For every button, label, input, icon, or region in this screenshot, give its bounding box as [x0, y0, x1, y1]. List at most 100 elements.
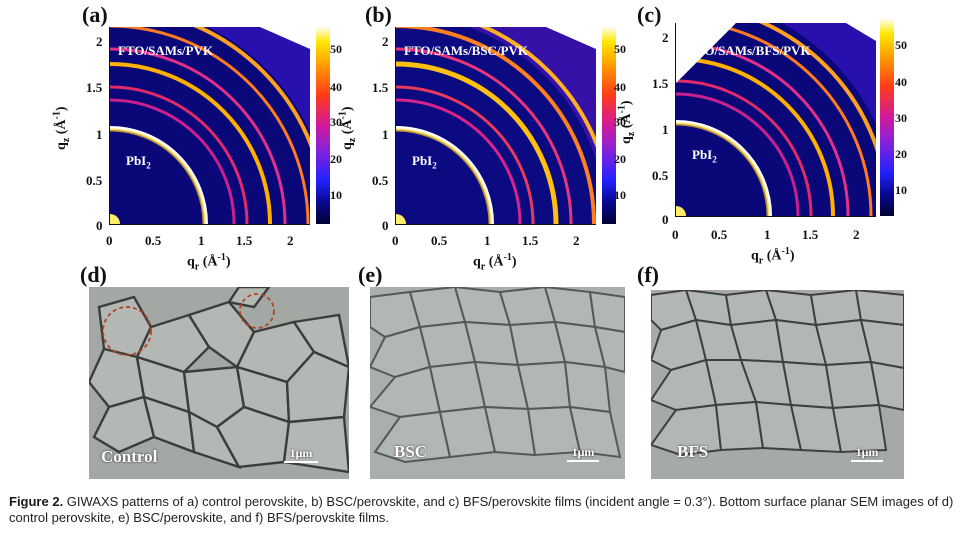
- sem-image-f: BFS 1μm: [651, 290, 904, 479]
- y-title-q-a: q: [54, 142, 70, 150]
- figure-caption: Figure 2. GIWAXS patterns of a) control …: [9, 494, 959, 526]
- y-axis-title-b: qz (Å-1): [338, 106, 358, 150]
- x-title-sub-a: r: [194, 261, 200, 273]
- giwaxs-rings-a: [110, 27, 310, 224]
- caption-figure-number: Figure 2.: [9, 494, 64, 509]
- cbtick-a-1: 40: [330, 80, 342, 94]
- y-unit-c: (Å: [619, 113, 635, 129]
- ytick-b-1: 1.5: [372, 80, 389, 95]
- x-unit-close-a: ): [225, 254, 231, 270]
- cbtick-b-1: 40: [614, 80, 626, 94]
- xtick-b-2: 1: [484, 233, 491, 248]
- y-axis-title-c: qz (Å-1): [617, 100, 637, 144]
- cbtick-b-2: 30: [614, 115, 626, 129]
- giwaxs-heatmap-b: FTO/SAMs/BSC/PVK PbI2: [396, 27, 596, 224]
- peak-sub-c: 2: [712, 154, 717, 165]
- y-unit-sup-c: -1: [616, 105, 628, 114]
- x-axis-c: [675, 216, 876, 217]
- x-title-q-a: q: [187, 254, 195, 270]
- peak-sub-b: 2: [432, 160, 437, 171]
- scale-text-d: 1μm: [289, 446, 313, 460]
- xtick-a-3: 1.5: [236, 233, 253, 248]
- peak-sub-a: 2: [146, 160, 151, 171]
- y-unit-a: (Å: [54, 119, 70, 135]
- x-unit-sup-c: -1: [781, 246, 790, 257]
- scale-bar-e: [567, 460, 599, 462]
- sem-grains-f: [651, 290, 904, 479]
- sem-grains-e: [370, 287, 625, 479]
- ytick-c-3: 0.5: [652, 168, 669, 183]
- colorbar-b: [602, 26, 616, 224]
- ytick-a-2: 1: [96, 127, 103, 142]
- xtick-c-1: 0.5: [711, 227, 728, 242]
- xtick-c-2: 1: [764, 227, 771, 242]
- sample-label-b: FTO/SAMs/BSC/PVK: [404, 43, 529, 58]
- sample-label-c: FTO/SAMs/BFS/PVK: [688, 43, 811, 58]
- sem-grains-d: [89, 287, 349, 479]
- colorbar-a: [316, 26, 330, 224]
- colorbar-c: [880, 18, 894, 216]
- x-unit-close-b: ): [511, 254, 517, 270]
- sem-image-e: BSC 1μm: [370, 287, 625, 479]
- caption-text: GIWAXS patterns of a) control perovskite…: [9, 494, 954, 525]
- cbtick-c-2: 30: [895, 111, 907, 125]
- xtick-c-0: 0: [672, 227, 679, 242]
- x-axis-title-c: qr (Å-1): [751, 246, 795, 266]
- giwaxs-rings-c: [676, 23, 876, 216]
- ytick-b-2: 1: [382, 127, 389, 142]
- xtick-a-4: 2: [287, 233, 294, 248]
- xtick-a-0: 0: [106, 233, 113, 248]
- cbtick-a-0: 50: [330, 42, 342, 56]
- cbtick-c-0: 50: [895, 38, 907, 52]
- panel-e-label: (e): [358, 262, 383, 287]
- y-unit-sup-a: -1: [51, 111, 63, 120]
- ytick-a-1: 1.5: [86, 80, 103, 95]
- cbtick-a-2: 30: [330, 115, 342, 129]
- ytick-b-0: 2: [382, 34, 389, 49]
- y-axis-b: [395, 27, 396, 224]
- scale-bar-d: [284, 461, 318, 463]
- giwaxs-heatmap-c: FTO/SAMs/BFS/PVK PbI2: [676, 23, 876, 216]
- y-axis-c: [675, 23, 676, 216]
- cbtick-a-4: 10: [330, 188, 342, 202]
- y-title-q-b: q: [340, 142, 356, 150]
- cbtick-c-1: 40: [895, 75, 907, 89]
- peak-label-a: PbI2: [126, 153, 151, 171]
- y-unit-close-a: ): [54, 106, 70, 112]
- cbtick-a-3: 20: [330, 152, 342, 166]
- xtick-b-1: 0.5: [431, 233, 448, 248]
- y-title-q-c: q: [619, 136, 635, 144]
- xtick-b-3: 1.5: [522, 233, 539, 248]
- x-axis-title-a: qr (Å-1): [187, 252, 231, 272]
- peak-label-c: PbI2: [692, 147, 717, 165]
- peak-text-a: PbI: [126, 153, 147, 168]
- sem-sample-e: BSC: [394, 442, 428, 461]
- cbtick-b-3: 20: [614, 152, 626, 166]
- y-unit-close-c: ): [619, 100, 635, 106]
- x-unit-sup-a: -1: [217, 252, 226, 263]
- x-unit-c: (Å: [766, 248, 782, 264]
- ytick-c-2: 1: [662, 122, 669, 137]
- ytick-a-4: 0: [96, 218, 103, 233]
- ytick-a-3: 0.5: [86, 173, 103, 188]
- ytick-c-4: 0: [662, 212, 669, 227]
- panel-d-label: (d): [80, 262, 107, 287]
- giwaxs-heatmap-a: FTO/SAMs/PVK PbI2: [110, 27, 310, 224]
- y-title-sub-b: z: [347, 137, 358, 143]
- y-axis-title-a: qz (Å-1): [52, 106, 72, 150]
- ytick-b-4: 0: [382, 218, 389, 233]
- y-title-sub-a: z: [61, 137, 72, 143]
- cbtick-b-0: 50: [614, 42, 626, 56]
- x-title-q-b: q: [473, 254, 481, 270]
- x-axis-b: [395, 224, 596, 225]
- x-title-sub-c: r: [758, 255, 764, 267]
- panel-f-label: (f): [637, 262, 659, 287]
- sem-sample-d: Control: [101, 447, 158, 466]
- peak-label-b: PbI2: [412, 153, 437, 171]
- x-axis-title-b: qr (Å-1): [473, 252, 517, 272]
- sem-sample-f: BFS: [677, 442, 709, 461]
- xtick-a-2: 1: [198, 233, 205, 248]
- x-unit-close-c: ): [789, 248, 795, 264]
- panel-c-label: (c): [637, 2, 662, 27]
- xtick-b-4: 2: [573, 233, 580, 248]
